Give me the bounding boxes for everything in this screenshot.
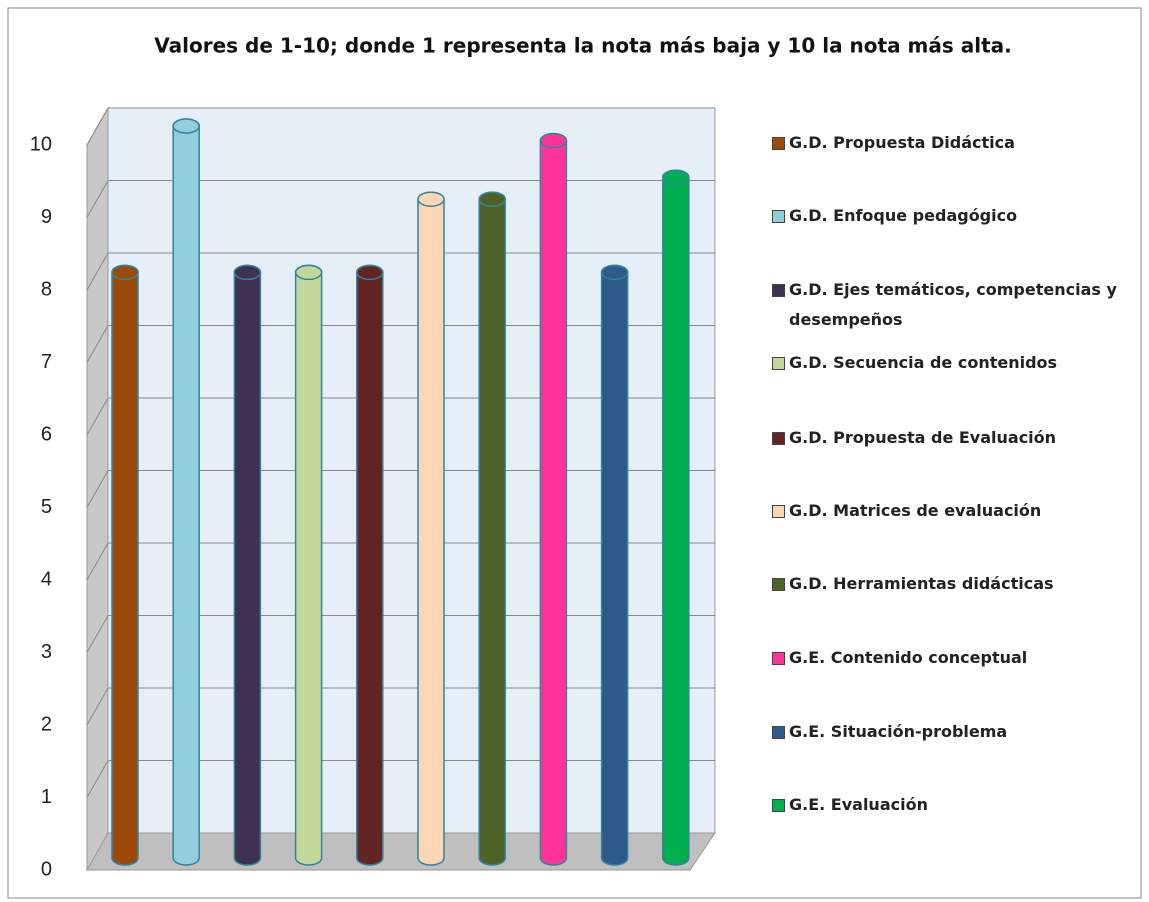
legend-swatch	[772, 137, 785, 150]
cylinder	[172, 118, 200, 866]
legend-label: G.D. Herramientas didácticas	[789, 574, 1054, 593]
grid-line-side	[86, 107, 109, 146]
cylinder	[478, 191, 506, 866]
grid-line-side	[86, 687, 109, 726]
cylinder	[294, 264, 323, 866]
legend-label: G.E. Evaluación	[789, 795, 928, 814]
legend-item: G.D. Propuesta Didáctica	[772, 128, 1142, 158]
cylinder-top	[417, 191, 445, 207]
legend-label: G.D. Enfoque pedagógico	[789, 206, 1018, 225]
legend-swatch	[772, 210, 785, 223]
cylinder-top	[294, 264, 323, 281]
legend-item: G.D. Propuesta de Evaluación	[772, 423, 1142, 453]
cylinder	[662, 169, 690, 866]
y-tick-label: 3	[41, 641, 52, 663]
legend-swatch	[772, 799, 785, 812]
legend-swatch	[772, 432, 785, 445]
grid-line-side	[86, 397, 109, 436]
legend-swatch	[772, 357, 785, 370]
grid-line-side	[86, 760, 109, 798]
legend-item: G.E. Situación-problema	[772, 717, 1142, 747]
legend-item: G.D. Ejes temáticos, competencias y dese…	[772, 275, 1142, 335]
legend-item: G.D. Enfoque pedagógico	[772, 201, 1142, 231]
legend-swatch	[772, 726, 785, 739]
legend-label: G.D. Secuencia de contenidos	[789, 353, 1058, 372]
cylinder-top	[233, 264, 262, 281]
legend-swatch	[772, 578, 785, 591]
cylinder	[539, 132, 568, 866]
cylinder-top	[600, 264, 629, 281]
legend-item: G.D. Herramientas didácticas	[772, 569, 1142, 599]
legend-label: G.D. Matrices de evaluación	[789, 501, 1042, 520]
chart-title: Valores de 1-10; donde 1 representa la n…	[154, 34, 1012, 58]
cylinder	[111, 264, 139, 866]
y-tick-label: 8	[41, 278, 52, 300]
y-tick-label: 7	[41, 351, 52, 373]
grid-line-side	[86, 542, 109, 581]
cylinder-top	[662, 169, 690, 185]
grid-line-side	[86, 180, 109, 218]
y-tick-label: 4	[41, 568, 52, 590]
legend-item: G.E. Contenido conceptual	[772, 643, 1142, 673]
y-tick-label: 2	[41, 713, 52, 735]
y-tick-label: 9	[41, 206, 52, 228]
y-tick-label: 10	[30, 133, 52, 155]
cylinder-top	[172, 118, 200, 134]
cylinder-top	[539, 132, 568, 149]
cylinder	[600, 264, 629, 866]
y-tick-label: 1	[41, 786, 52, 808]
grid-line-side	[86, 470, 109, 508]
legend-swatch	[772, 284, 785, 297]
y-tick-label: 6	[41, 423, 52, 445]
legend-item: G.D. Secuencia de contenidos	[772, 348, 1142, 378]
cylinder	[417, 191, 445, 866]
cylinder-top	[478, 191, 506, 207]
y-tick-label: 5	[41, 496, 52, 518]
legend-item: G.E. Evaluación	[772, 790, 1142, 820]
legend-item: G.D. Matrices de evaluación	[772, 496, 1142, 526]
legend-label: G.D. Propuesta Didáctica	[789, 133, 1015, 152]
legend-swatch	[772, 505, 785, 518]
y-tick-label: 0	[41, 858, 52, 880]
cylinder-top	[356, 264, 384, 281]
legend-label: G.D. Propuesta de Evaluación	[789, 428, 1057, 447]
cylinder	[233, 264, 262, 866]
cylinder	[356, 264, 384, 866]
grid-line-side	[86, 252, 109, 291]
legend-label: G.E. Contenido conceptual	[789, 648, 1028, 667]
legend-swatch	[772, 652, 785, 665]
grid-line-side	[86, 615, 109, 653]
grid-line-side	[86, 325, 109, 363]
legend-label: G.E. Situación-problema	[789, 722, 1008, 741]
cylinder-top	[111, 264, 139, 281]
legend-label: G.D. Ejes temáticos, competencias y dese…	[789, 280, 1117, 329]
